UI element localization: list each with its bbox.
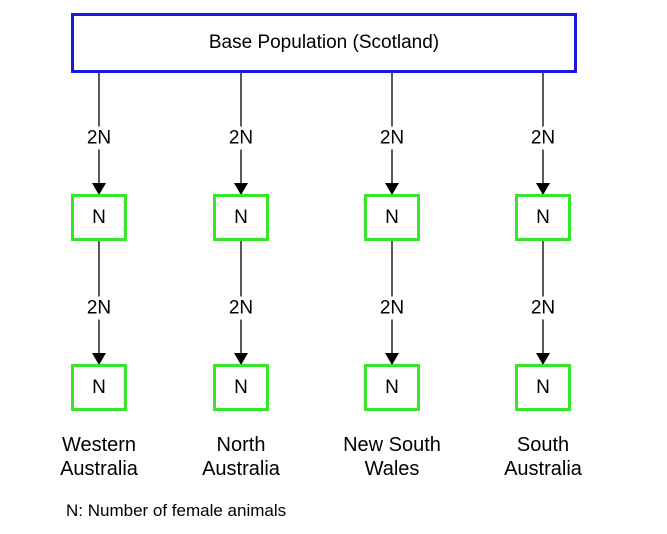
region-label-3: South Australia — [504, 434, 582, 480]
node-label: N — [385, 206, 399, 228]
node-label: N — [92, 376, 106, 398]
node-bottom-1: N — [213, 364, 269, 411]
node-label: N — [234, 376, 248, 398]
node-label: N — [385, 376, 399, 398]
edge-label-top-1: 2N — [227, 126, 255, 150]
edge-label-bottom-3: 2N — [529, 296, 557, 320]
node-bottom-3: N — [515, 364, 571, 411]
edge-label-bottom-1: 2N — [227, 296, 255, 320]
node-bottom-0: N — [71, 364, 127, 411]
node-label: N — [536, 206, 550, 228]
base-population-box: Base Population (Scotland) — [71, 13, 577, 73]
node-top-2: N — [364, 194, 420, 241]
node-label: N — [536, 376, 550, 398]
node-bottom-2: N — [364, 364, 420, 411]
edge-label-bottom-2: 2N — [378, 296, 406, 320]
edge-label-bottom-0: 2N — [85, 296, 113, 320]
base-population-label: Base Population (Scotland) — [208, 32, 440, 53]
footnote: N: Number of female animals — [66, 501, 287, 520]
region-label-1: North Australia — [202, 434, 280, 480]
node-top-1: N — [213, 194, 269, 241]
edge-label-top-0: 2N — [85, 126, 113, 150]
node-label: N — [92, 206, 106, 228]
region-label-2: New South Wales — [343, 434, 441, 480]
node-top-0: N — [71, 194, 127, 241]
node-label: N — [234, 206, 248, 228]
edge-label-top-2: 2N — [378, 126, 406, 150]
node-top-3: N — [515, 194, 571, 241]
region-label-0: Western Australia — [60, 434, 138, 480]
edge-label-top-3: 2N — [529, 126, 557, 150]
